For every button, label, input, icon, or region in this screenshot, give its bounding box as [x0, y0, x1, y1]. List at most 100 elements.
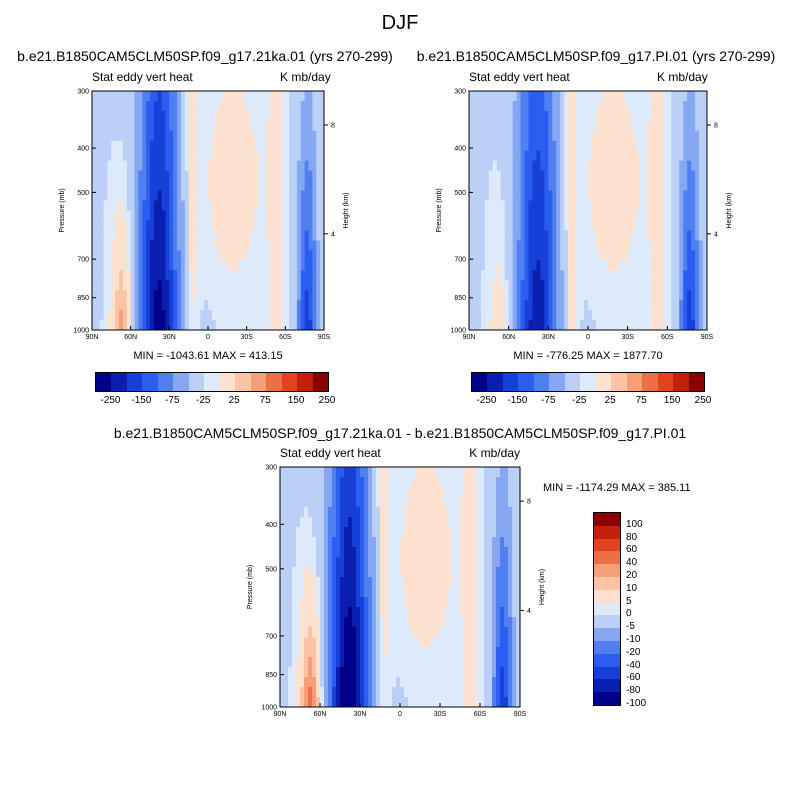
field-cell [492, 537, 497, 548]
field-cell [223, 290, 228, 301]
field-cell [699, 180, 704, 192]
field-cell [293, 91, 298, 102]
field-cell [304, 120, 310, 132]
field-cell [231, 120, 236, 132]
field-cell [254, 110, 259, 122]
field-cell [200, 280, 205, 291]
field-cell [412, 537, 417, 548]
field-cell [292, 627, 297, 638]
field-cell [591, 290, 597, 301]
field-cell [623, 170, 629, 182]
field-cell [235, 270, 240, 281]
field-cell [584, 320, 589, 330]
field-cell [184, 280, 190, 291]
field-cell [480, 150, 486, 162]
field-cell [556, 280, 561, 291]
field-cell [324, 567, 329, 578]
field-cell [134, 280, 139, 291]
field-cell [304, 100, 310, 112]
field-cell [484, 607, 489, 618]
field-cell [695, 210, 700, 222]
field-cell [138, 110, 143, 122]
field-cell [460, 487, 465, 498]
field-cell [392, 517, 397, 528]
field-cell [200, 150, 205, 162]
field-cell [548, 110, 553, 122]
field-cell [134, 270, 139, 281]
field-cell [588, 190, 593, 202]
field-cell [188, 240, 194, 251]
field-cell [603, 170, 609, 182]
field-cell [512, 627, 517, 638]
field-cell [368, 637, 373, 648]
field-cell [460, 587, 465, 598]
field-cell [161, 190, 167, 202]
field-cell [500, 310, 506, 321]
field-cell [242, 280, 248, 291]
field-cell [655, 290, 660, 301]
field-cell [231, 100, 236, 112]
field-cell [476, 597, 481, 608]
field-cell [300, 240, 306, 251]
field-cell [192, 230, 197, 241]
field-cell [444, 497, 449, 508]
field-cell [277, 140, 283, 152]
field-cell [572, 150, 577, 162]
field-cell [196, 300, 201, 311]
field-cell [95, 190, 101, 202]
field-cell [336, 617, 341, 628]
field-cell [246, 300, 252, 311]
field-cell [400, 507, 405, 518]
field-cell [153, 190, 159, 202]
field-cell [316, 627, 321, 638]
field-cell [384, 647, 389, 658]
field-cell [266, 260, 271, 271]
field-cell [142, 280, 147, 291]
field-cell [469, 210, 474, 222]
field-cell [312, 557, 317, 568]
field-cell [420, 647, 425, 658]
field-cell [516, 617, 520, 628]
field-cell [480, 310, 486, 321]
field-cell [177, 200, 182, 212]
field-cell [695, 250, 700, 261]
field-cell [364, 627, 369, 638]
field-cell [408, 567, 413, 578]
field-cell [468, 637, 473, 648]
field-cell [208, 100, 213, 112]
field-cell [667, 190, 672, 202]
field-cell [231, 230, 236, 241]
field-cell [384, 527, 389, 538]
field-cell [500, 627, 505, 638]
field-cell [254, 130, 259, 142]
field-cell [484, 557, 489, 568]
field-cell [368, 577, 373, 588]
field-cell [280, 677, 285, 688]
field-cell [659, 310, 664, 321]
field-cell [292, 467, 297, 478]
field-cell [504, 180, 510, 192]
field-cell [161, 160, 167, 172]
field-cell [619, 260, 625, 271]
field-cell [552, 270, 557, 281]
field-cell [472, 577, 477, 588]
field-cell [468, 537, 473, 548]
field-cell [496, 697, 501, 707]
field-cell [556, 230, 561, 241]
field-cell [235, 190, 240, 202]
field-cell [595, 200, 601, 212]
field-cell [659, 180, 664, 192]
field-cell [472, 170, 478, 182]
field-cell [288, 477, 293, 488]
field-cell [492, 617, 497, 628]
field-cell [292, 697, 297, 707]
field-cell [289, 170, 294, 182]
field-cell [103, 160, 109, 172]
field-cell [679, 290, 684, 301]
field-cell [396, 687, 401, 698]
field-cell [496, 677, 501, 688]
y-tick-label: 500 [454, 190, 466, 197]
field-cell [651, 280, 657, 291]
field-cell [412, 657, 417, 668]
field-cell [308, 607, 313, 618]
